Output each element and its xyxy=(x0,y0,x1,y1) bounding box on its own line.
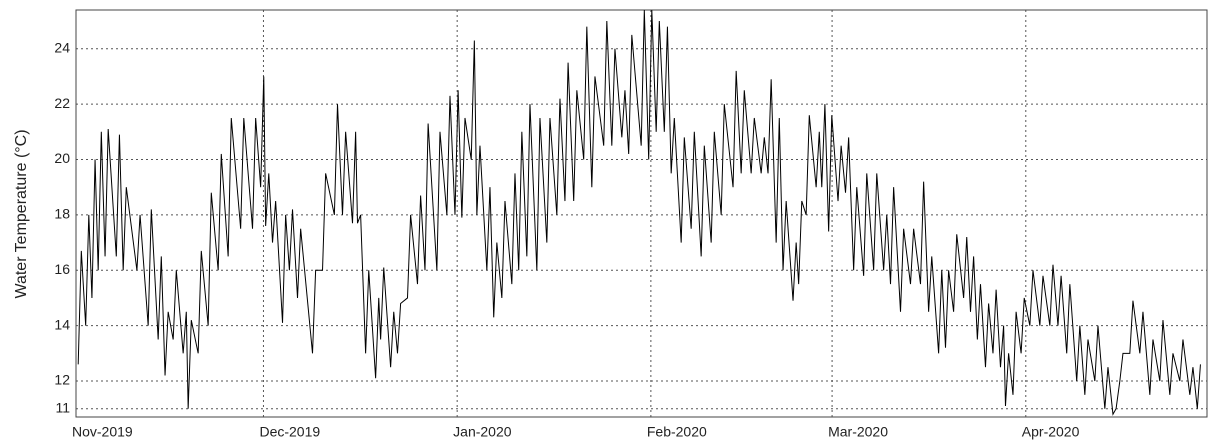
y-tick-label: 22 xyxy=(54,95,70,111)
y-tick-label: 16 xyxy=(54,261,70,277)
y-tick-label: 18 xyxy=(54,206,70,222)
x-tick-label: Mar-2020 xyxy=(828,424,888,440)
y-tick-label: 20 xyxy=(54,150,70,166)
y-tick-label: 24 xyxy=(54,39,70,55)
y-axis-label: Water Temperature (°C) xyxy=(13,129,30,298)
x-tick-label: Nov-2019 xyxy=(72,424,133,440)
x-tick-label: Dec-2019 xyxy=(259,424,320,440)
x-tick-label: Feb-2020 xyxy=(647,424,707,440)
y-tick-label: 11 xyxy=(55,399,70,415)
data-line xyxy=(77,9,1201,416)
plot-frame xyxy=(75,9,1208,418)
x-tick-label: Apr-2020 xyxy=(1022,424,1080,440)
y-tick-label: 14 xyxy=(54,316,70,332)
x-tick-label: Jan-2020 xyxy=(453,424,512,440)
y-tick-label: 12 xyxy=(54,372,70,388)
